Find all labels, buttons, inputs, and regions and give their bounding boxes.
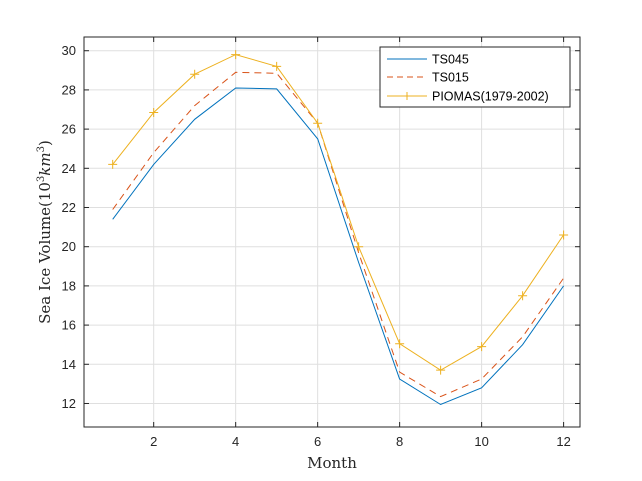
y-axis-title-unit: km [36, 152, 54, 175]
legend-label-piomas: PIOMAS(1979-2002) [432, 90, 549, 104]
y-axis-title-prefix: Sea Ice Volume(10 [36, 182, 54, 324]
data-point-piomas-1979-2002 [559, 230, 569, 240]
x-tick-label: 4 [232, 434, 239, 449]
y-axis-title-exp1: 3 [36, 176, 47, 182]
y-tick-label: 24 [62, 161, 76, 176]
legend-label-ts045: TS045 [432, 53, 469, 67]
series-line-ts015 [112, 71, 565, 398]
data-point-piomas-1979-2002 [518, 291, 528, 301]
y-tick-label: 20 [62, 239, 76, 254]
y-tick-label: 14 [62, 357, 76, 372]
y-tick-label: 28 [62, 82, 76, 97]
data-point-piomas-1979-2002 [190, 69, 200, 79]
data-point-piomas-1979-2002 [354, 242, 364, 252]
plot-frame [83, 36, 581, 428]
data-point-piomas-1979-2002 [436, 365, 446, 375]
y-tick-label: 30 [62, 43, 76, 58]
y-axis-title-suffix: ) [36, 140, 54, 146]
y-axis-title: Sea Ice Volume(103km3) [36, 140, 54, 324]
y-tick-label: 26 [62, 122, 76, 137]
series-line-piomas-1979-2002 [112, 54, 565, 371]
data-point-piomas-1979-2002 [231, 50, 241, 60]
data-point-piomas-1979-2002 [149, 107, 159, 117]
x-tick-label: 10 [474, 434, 488, 449]
y-tick-label: 18 [62, 278, 76, 293]
data-point-piomas-1979-2002 [477, 342, 487, 352]
data-point-piomas-1979-2002 [313, 118, 323, 128]
y-tick-label: 12 [62, 396, 76, 411]
x-tick-label: 6 [314, 434, 321, 449]
data-point-piomas-1979-2002 [272, 61, 282, 71]
legend: TS045 TS015 PIOMAS(1979-2002) [379, 46, 571, 108]
x-tick-label: 12 [556, 434, 570, 449]
series-layer [108, 50, 569, 406]
data-point-piomas-1979-2002 [395, 339, 405, 349]
data-point-piomas-1979-2002 [108, 159, 118, 169]
y-tick-label: 16 [62, 318, 76, 333]
x-axis-title: Month [307, 454, 357, 472]
legend-label-ts015: TS015 [432, 71, 469, 85]
series-line-ts045 [112, 87, 565, 406]
legend-marker-piomas [403, 92, 411, 100]
y-axis-title-exp2: 3 [36, 146, 47, 152]
x-tick-label: 8 [396, 434, 403, 449]
y-tick-label: 22 [62, 200, 76, 215]
x-tick-label: 2 [150, 434, 157, 449]
